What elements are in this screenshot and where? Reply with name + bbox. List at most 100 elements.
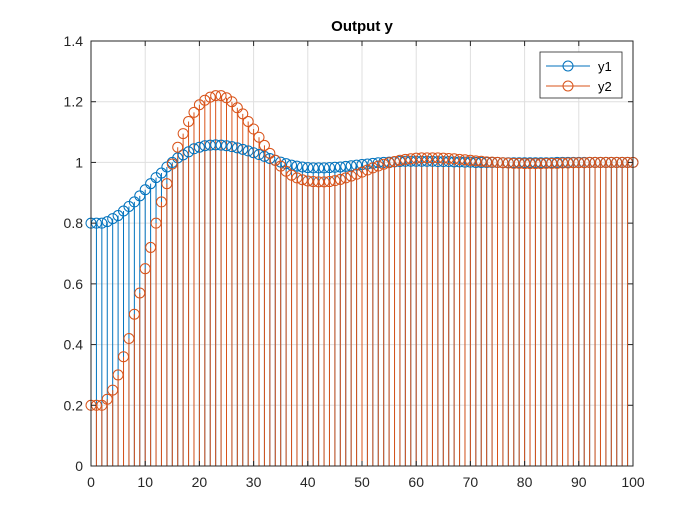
stem-marker-y2 [383, 157, 395, 169]
stem-marker-y2 [557, 157, 569, 169]
stem-marker-y2 [578, 157, 590, 169]
stem-marker-y2 [475, 155, 487, 167]
stem-marker-y1 [323, 162, 335, 174]
stem-marker-y2 [513, 157, 525, 169]
stem-marker-y1 [351, 159, 363, 171]
y-tick-label: 1.4 [64, 33, 84, 49]
stems-y2 [90, 95, 634, 466]
stem-marker-y2 [426, 152, 438, 164]
x-tick-label: 100 [621, 474, 645, 490]
stem-marker-y2 [611, 156, 623, 168]
stem-marker-y1 [215, 139, 227, 151]
stem-marker-y2 [166, 158, 178, 170]
stem-marker-y2 [394, 154, 406, 166]
stem-marker-y2 [286, 169, 298, 181]
stem-marker-y2 [459, 154, 471, 166]
stem-marker-y1 [437, 156, 449, 168]
stem-marker-y1 [291, 160, 303, 172]
stem-marker-y2 [302, 175, 314, 187]
stem-marker-y2 [432, 152, 444, 164]
stem-marker-y1 [177, 149, 189, 161]
stem-marker-y2 [221, 92, 232, 104]
stem-marker-y2 [123, 333, 135, 344]
stem-marker-y1 [367, 157, 379, 169]
legend-marker-y2 [562, 80, 574, 92]
stem-marker-y2 [535, 158, 547, 170]
stem-marker-y2 [237, 108, 249, 120]
stem-marker-y2 [567, 157, 579, 169]
stem-marker-y1 [253, 149, 265, 161]
stem-marker-y1 [183, 146, 195, 158]
stem-marker-y2 [204, 91, 216, 103]
stem-marker-y2 [145, 241, 157, 253]
stem-marker-y1 [307, 162, 319, 174]
stem-marker-y1 [107, 213, 119, 225]
stem-marker-y2 [183, 115, 195, 127]
stem-marker-y1 [188, 143, 200, 155]
stem-marker-y2 [454, 153, 466, 165]
stem-marker-y1 [155, 167, 167, 179]
stem-marker-y1 [426, 155, 438, 167]
stem-marker-y2 [128, 308, 140, 320]
stem-marker-y2 [313, 176, 325, 188]
stem-marker-y1 [237, 143, 249, 155]
stem-marker-y2 [177, 128, 189, 140]
stem-marker-y2 [481, 156, 493, 168]
stem-marker-y1 [361, 158, 373, 170]
stem-marker-y1 [296, 161, 308, 173]
stem-marker-y2 [605, 156, 617, 168]
stem-marker-y2 [584, 156, 596, 168]
stem-marker-y2 [416, 152, 428, 164]
y-tick-label: 0.8 [64, 215, 84, 231]
stem-marker-y1 [329, 161, 341, 173]
stem-marker-y2 [594, 156, 606, 168]
stem-marker-y2 [323, 176, 335, 188]
stem-marker-y2 [264, 147, 276, 159]
stem-marker-y2 [573, 157, 585, 169]
stem-marker-y1 [443, 156, 455, 168]
stem-marker-y1 [280, 158, 292, 170]
stem-marker-y2 [356, 166, 368, 178]
stem-marker-y2 [405, 153, 417, 165]
stem-marker-y1 [459, 156, 471, 168]
stem-marker-y2 [448, 153, 460, 165]
stem-marker-y2 [497, 157, 509, 169]
stem-marker-y2 [161, 178, 173, 190]
stem-marker-y2 [318, 176, 330, 188]
stem-marker-y2 [562, 157, 574, 169]
legend-label-y1: y1 [598, 59, 612, 74]
stem-marker-y1 [101, 216, 113, 228]
x-tick-label: 10 [137, 474, 153, 490]
stem-marker-y2 [96, 399, 108, 411]
x-tick-label: 90 [571, 474, 587, 490]
stem-marker-y1 [96, 217, 108, 229]
x-tick-label: 0 [87, 474, 95, 490]
stem-marker-y2 [139, 263, 151, 275]
stem-marker-y2 [540, 157, 552, 169]
stem-marker-y2 [134, 287, 146, 299]
stem-marker-y2 [600, 156, 612, 168]
stem-marker-y2 [199, 94, 211, 106]
stem-marker-y2 [367, 162, 379, 174]
y-tick-label: 0.2 [64, 397, 84, 413]
stem-marker-y1 [242, 145, 254, 157]
x-tick-label: 40 [300, 474, 316, 490]
stem-marker-y2 [296, 174, 308, 186]
stem-marker-y2 [378, 158, 390, 170]
stem-marker-y2 [502, 157, 514, 169]
stem-marker-y2 [616, 156, 628, 168]
y-tick-label: 1 [75, 154, 83, 170]
stem-marker-y2 [519, 158, 531, 170]
stem-marker-y2 [210, 90, 222, 102]
stem-marker-y2 [551, 157, 563, 169]
chart-title: Output y [331, 18, 393, 35]
stem-marker-y1 [210, 139, 222, 151]
stem-marker-y2 [437, 152, 449, 164]
x-tick-label: 70 [463, 474, 479, 490]
stem-marker-y2 [150, 217, 162, 229]
stem-marker-y2 [248, 123, 260, 135]
stem-marker-y2 [242, 115, 254, 127]
stem-marker-y1 [258, 150, 270, 162]
stem-marker-y1 [302, 162, 314, 174]
